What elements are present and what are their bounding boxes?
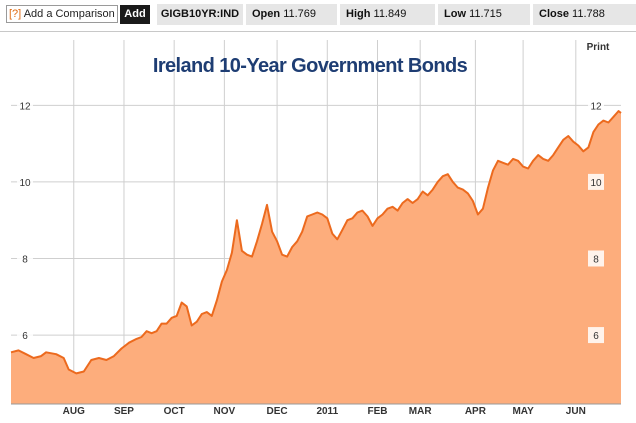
y-tick-label-left: 6 <box>22 331 28 342</box>
y-tick-label-right: 10 <box>590 178 602 189</box>
high-stat: High 11.849 <box>340 4 435 25</box>
close-stat: Close 11.788 <box>533 4 636 25</box>
x-tick-label: APR <box>465 406 487 417</box>
toolbar: [?] Add a Comparison Add GIGB10YR:IND Op… <box>0 0 636 31</box>
y-tick-label-bg <box>17 250 33 267</box>
open-stat: Open 11.769 <box>246 4 337 25</box>
y-tick-label-bg <box>17 97 33 114</box>
y-tick-label-bg <box>588 97 604 114</box>
print-link[interactable]: Print <box>587 42 610 53</box>
low-label: Low <box>444 8 466 20</box>
x-tick-label: FEB <box>368 406 388 417</box>
toolbar-divider <box>0 31 636 32</box>
x-tick-label: OCT <box>164 406 185 417</box>
y-tick-label-bg <box>588 173 604 190</box>
y-tick-label-left: 10 <box>19 178 31 189</box>
x-tick-label: MAR <box>409 406 433 417</box>
chart-title: Ireland 10-Year Government Bonds <box>153 55 468 77</box>
open-label: Open <box>252 8 281 20</box>
close-value: 11.788 <box>572 8 605 20</box>
y-tick-label-bg <box>588 250 604 267</box>
y-tick-label-left: 12 <box>19 101 31 112</box>
high-label: High <box>346 8 371 20</box>
y-tick-label-bg <box>17 173 33 190</box>
add-comparison-label: Add a Comparison <box>23 8 115 20</box>
add-button[interactable]: Add <box>120 5 150 24</box>
y-tick-label-right: 12 <box>590 101 602 112</box>
x-tick-label: AUG <box>63 406 85 417</box>
help-icon[interactable]: [?] <box>9 8 22 20</box>
high-value: 11.849 <box>373 8 407 20</box>
y-tick-label-left: 8 <box>22 254 28 265</box>
x-tick-label: JUN <box>566 406 586 417</box>
close-label: Close <box>539 8 569 20</box>
area-fill <box>11 111 621 404</box>
x-tick-label: DEC <box>267 406 288 417</box>
y-tick-label-bg <box>17 327 33 344</box>
y-tick-label-right: 8 <box>593 254 599 265</box>
y-tick-label-right: 6 <box>593 331 599 342</box>
open-value: 11.769 <box>283 8 317 20</box>
x-tick-label: 2011 <box>316 406 338 417</box>
x-tick-label: MAY <box>512 406 534 417</box>
y-tick-label-bg <box>588 327 604 344</box>
x-tick-label: SEP <box>114 406 134 417</box>
x-tick-label: NOV <box>214 406 236 417</box>
add-comparison-input[interactable]: [?] Add a Comparison <box>6 5 118 23</box>
low-value: 11.715 <box>469 8 502 20</box>
ticker-symbol: GIGB10YR:IND <box>157 4 243 25</box>
series-line <box>10 110 622 375</box>
low-stat: Low 11.715 <box>438 4 530 25</box>
